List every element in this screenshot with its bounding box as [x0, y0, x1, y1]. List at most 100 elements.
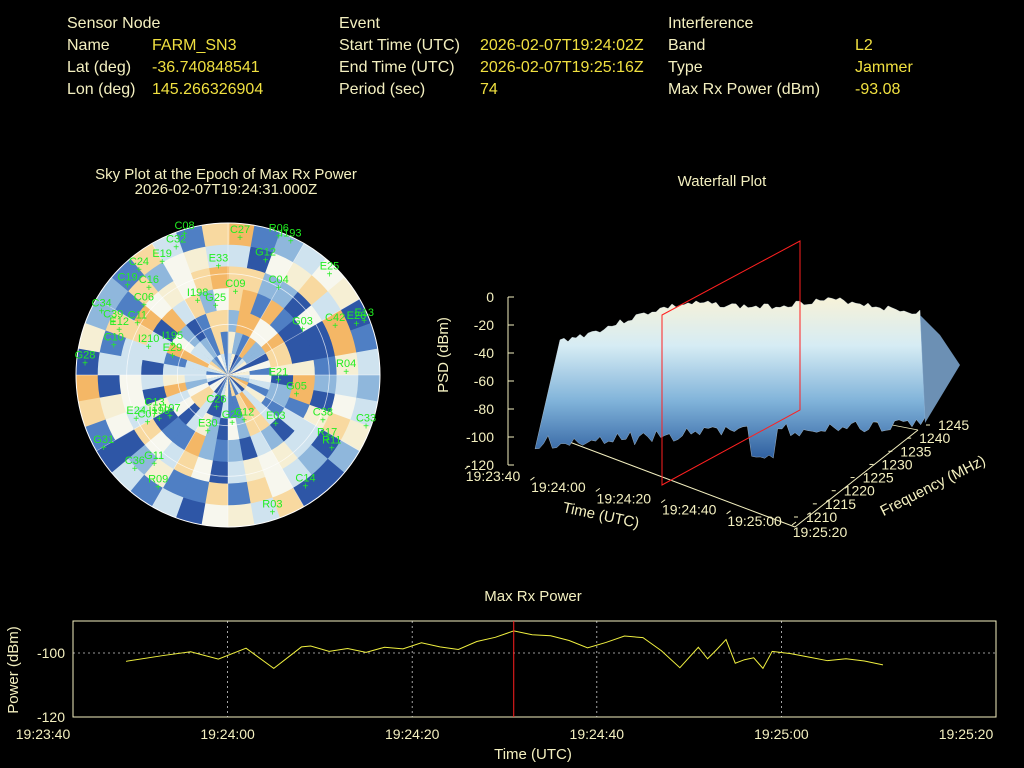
sky-heatmap-cell	[242, 313, 262, 338]
sky-heatmap-cell	[174, 496, 206, 526]
satellite-marker: +R11	[322, 435, 341, 455]
sky-heatmap-cell	[206, 333, 221, 357]
power-y-tick-label: -120	[37, 709, 65, 725]
sky-heatmap-cell	[177, 402, 201, 426]
sky-heatmap-cell	[205, 310, 221, 335]
sky-heatmap-cell	[77, 396, 106, 428]
sky-heatmap-cell	[166, 341, 191, 361]
sky-heatmap-cell	[211, 439, 228, 463]
sky-heatmap-cell	[171, 298, 196, 326]
satellite-plus: +	[159, 257, 165, 268]
satellite-marker: +C04	[269, 274, 289, 294]
waterfall-title: Waterfall Plot	[677, 173, 767, 190]
sky-heatmap-cell	[228, 331, 237, 354]
sky-heatmap-cell	[235, 415, 251, 440]
satellite-label: G31	[93, 434, 114, 446]
satellite-label: E30	[198, 418, 218, 430]
sky-heatmap-cell	[185, 317, 207, 342]
satellite-label: E12	[109, 316, 129, 328]
satellite-marker: +R17	[317, 426, 337, 446]
sky-heatmap-cell	[294, 304, 323, 333]
sky-heatmap-cell	[246, 353, 270, 368]
sky-heatmap-cell	[125, 403, 153, 430]
sky-heatmap-cell	[282, 261, 314, 293]
sky-heatmap-cell	[209, 265, 230, 290]
sky-heatmap-cell	[292, 359, 316, 376]
sky-heatmap-cell	[245, 477, 273, 505]
satellite-label: C11	[128, 310, 147, 322]
sky-heatmap-cell	[210, 357, 228, 375]
waterfall-frequency-tick-label: 1215	[825, 496, 856, 512]
sky-heatmap-cell	[277, 318, 305, 343]
event-period-value: 74	[480, 81, 498, 98]
waterfall-frequency-tick-label: 1230	[881, 456, 912, 472]
sky-heatmap-cell	[228, 375, 250, 383]
satellite-marker: +C11	[128, 310, 147, 330]
waterfall-frequency-tick-label: 1240	[919, 430, 950, 446]
sky-heatmap-cell	[350, 322, 379, 354]
waterfall-time-tick-label: 19:23:40	[466, 468, 521, 484]
satellite-label: C16	[139, 274, 159, 286]
event-end-value: 2026-02-07T19:25:16Z	[480, 59, 644, 76]
sky-heatmap-cell	[270, 441, 299, 470]
sky-heatmap-cell	[186, 352, 210, 368]
satellite-label: R17	[317, 426, 337, 438]
satellite-label: C14	[295, 473, 315, 485]
waterfall-z-tick-label: -20	[474, 317, 494, 333]
satellite-marker: +C14	[295, 473, 315, 493]
sky-heatmap-cell	[95, 439, 129, 474]
sky-heatmap-cell	[161, 307, 187, 334]
sky-heatmap-cell	[208, 360, 228, 375]
waterfall-time-tick-label: 19:25:00	[727, 513, 782, 529]
satellite-marker: +G31	[93, 434, 114, 454]
sky-heatmap-cell	[226, 481, 251, 506]
sky-heatmap-cell	[349, 397, 379, 429]
sky-heatmap-cell	[260, 424, 285, 452]
satellite-label: I193	[280, 227, 301, 239]
sky-heatmap-cell	[226, 503, 255, 527]
sky-heatmap-cell	[162, 251, 192, 281]
satellite-marker: +I198	[187, 287, 208, 307]
power-series-line	[125, 630, 884, 670]
power-x-tick-label: 19:25:20	[939, 726, 994, 742]
waterfall-z-tick-label: -100	[466, 429, 494, 445]
sky-heatmap-cell	[118, 354, 143, 375]
satellite-marker: +R06	[269, 222, 289, 242]
sky-heatmap-cell	[289, 345, 315, 365]
sky-azimuth-spoke	[151, 243, 229, 376]
satellite-marker: +C33	[356, 412, 376, 432]
sky-heatmap-cell	[227, 375, 232, 398]
satellite-plus: +	[132, 464, 138, 475]
sky-plot-title: Sky Plot at the Epoch of Max Rx Power	[95, 166, 357, 183]
satellite-plus: +	[151, 459, 157, 470]
sky-heatmap-cell	[246, 382, 270, 398]
sky-heatmap-cell	[197, 435, 217, 462]
satellite-plus: +	[169, 339, 175, 350]
satellite-label: G25	[205, 292, 226, 304]
waterfall-time-tick	[791, 521, 797, 526]
sky-heatmap-cell	[216, 309, 229, 333]
sky-heatmap-cell	[238, 436, 258, 462]
sky-heatmap-cell	[250, 224, 282, 254]
satellite-label: I198	[187, 287, 208, 299]
sky-heatmap-cell	[118, 373, 143, 394]
sky-heatmap-cell	[206, 367, 228, 375]
sky-heatmap-cell	[194, 388, 215, 409]
waterfall-frequency-tick-label: 1225	[863, 470, 894, 486]
satellite-label: E19	[152, 248, 172, 260]
sky-heatmap-cell	[194, 341, 215, 362]
sky-heatmap-cell	[313, 375, 338, 396]
satellite-marker: +C36	[125, 455, 145, 475]
sky-heatmap-cell	[256, 450, 283, 478]
sky-heatmap-cell	[182, 476, 210, 504]
satellite-plus: +	[303, 482, 309, 493]
sky-heatmap-cell	[228, 353, 236, 375]
waterfall-z-tick-label: -80	[474, 401, 494, 417]
satellite-plus: +	[110, 317, 116, 328]
sky-heatmap-cell	[269, 416, 295, 443]
satellite-marker: +C38	[313, 406, 333, 426]
sky-heatmap-cell	[242, 412, 261, 437]
sensor-lon-label: Lon (deg)	[67, 81, 136, 98]
sky-azimuth-spoke	[96, 298, 229, 376]
